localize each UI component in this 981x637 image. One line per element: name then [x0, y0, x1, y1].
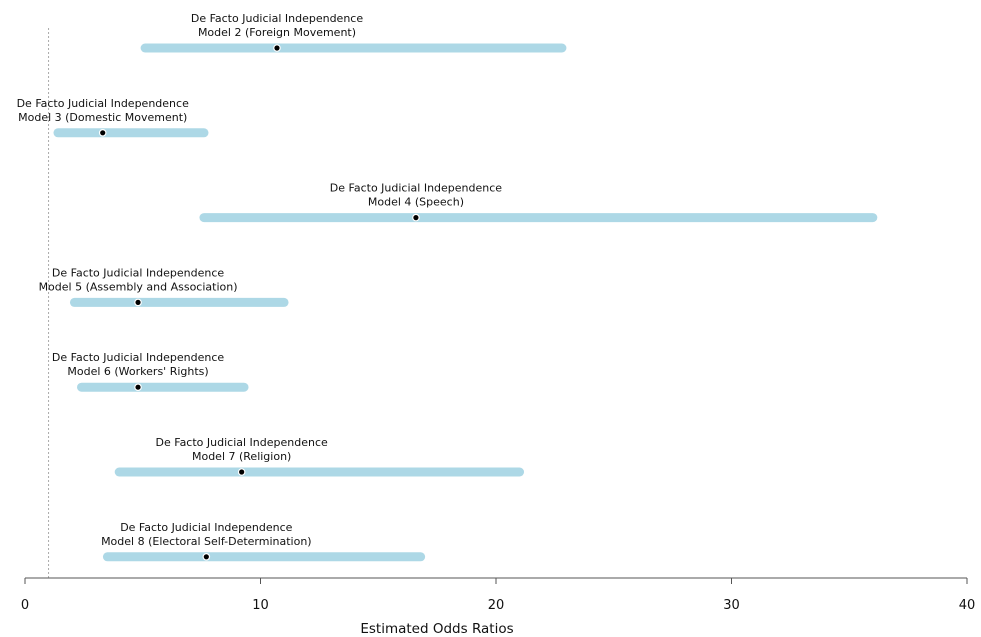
point-estimate [412, 213, 420, 222]
model-label: Model 8 (Electoral Self-Determination) [101, 535, 312, 548]
series-name-label: De Facto Judicial Independence [191, 12, 363, 25]
point-estimate [134, 383, 142, 392]
series-name-label: De Facto Judicial Independence [17, 97, 189, 110]
series-name-label: De Facto Judicial Independence [156, 436, 328, 449]
model-label: Model 3 (Domestic Movement) [18, 111, 187, 124]
series-name-label: De Facto Judicial Independence [120, 521, 292, 534]
x-axis-title: Estimated Odds Ratios [360, 621, 513, 637]
model-label: Model 2 (Foreign Movement) [198, 26, 356, 39]
point-estimate [98, 129, 107, 137]
x-tick-label: 0 [21, 598, 29, 613]
series-name-label: De Facto Judicial Independence [330, 182, 502, 195]
x-tick-label: 10 [252, 598, 269, 613]
model-label: Model 5 (Assembly and Association) [39, 280, 238, 293]
x-tick-label: 20 [488, 598, 505, 613]
model-label: Model 7 (Religion) [192, 450, 291, 463]
x-tick-label: 30 [723, 598, 740, 613]
x-axis-ticks: 0 10 20 30 40 [21, 578, 975, 613]
point-estimate [237, 468, 246, 476]
series-name-label: De Facto Judicial Independence [52, 266, 224, 279]
point-estimate [202, 552, 211, 561]
x-tick-label: 40 [959, 598, 976, 613]
model-label: Model 4 (Speech) [368, 196, 464, 209]
point-estimate [134, 298, 142, 307]
series-name-label: De Facto Judicial Independence [52, 351, 224, 364]
point-estimate [273, 44, 281, 52]
model-label: Model 6 (Workers' Rights) [67, 365, 208, 378]
